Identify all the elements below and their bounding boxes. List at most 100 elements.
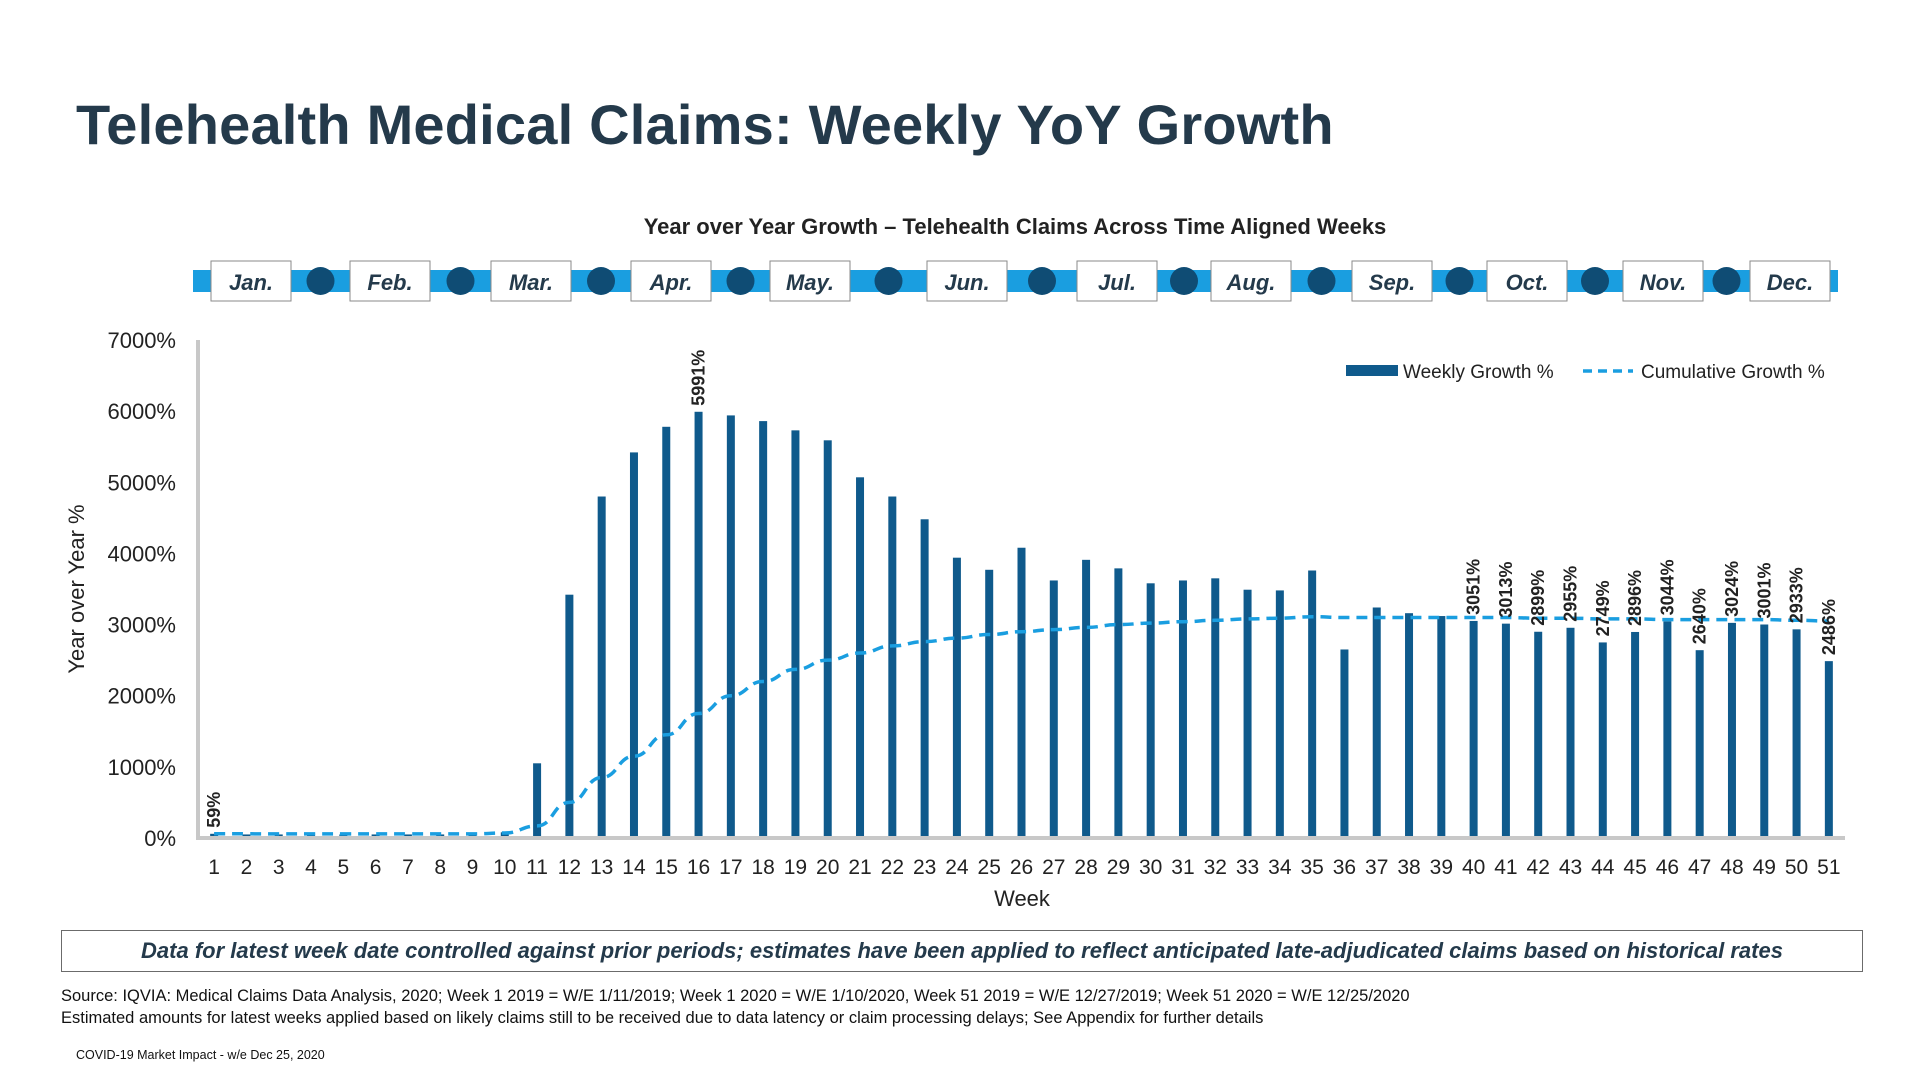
x-tick-label: 10: [493, 856, 516, 879]
bar-week-15: [662, 426, 671, 838]
bar-week-31: [1178, 580, 1187, 838]
x-tick-label: 5: [337, 856, 349, 879]
x-tick-label: 16: [687, 856, 710, 879]
month-label-6: Jun.: [944, 270, 989, 295]
x-tick-label: 19: [784, 856, 807, 879]
month-box-2: [349, 260, 431, 302]
month-label-8: Aug.: [1226, 270, 1276, 295]
bar-week-12: [565, 594, 574, 838]
bar-week-22: [888, 496, 897, 838]
data-label-week-44: 2749%: [1593, 580, 1613, 636]
bar-week-23: [920, 519, 929, 838]
legend-weekly-swatch: [1346, 365, 1398, 376]
timeline-dot-icon: [1712, 267, 1741, 295]
timeline-dot-icon: [874, 267, 903, 295]
x-tick-label: 41: [1494, 856, 1517, 879]
y-tick-label: 1000%: [107, 755, 176, 780]
bar-week-47: [1695, 650, 1704, 838]
bar-week-51: [1824, 661, 1833, 838]
x-tick-label: 2: [241, 856, 253, 879]
data-note-text: Data for latest week date controlled aga…: [141, 938, 1783, 963]
y-tick-label: 2000%: [107, 684, 176, 709]
month-box-6: [926, 260, 1008, 302]
data-label-week-45: 2896%: [1625, 570, 1645, 626]
x-tick-label: 33: [1236, 856, 1259, 879]
bar-week-1: [210, 833, 219, 838]
timeline-dot-icon: [446, 267, 475, 295]
bar-week-48: [1727, 622, 1736, 838]
bar-week-11: [533, 763, 542, 838]
x-tick-label: 3: [273, 856, 285, 879]
x-tick-label: 26: [1010, 856, 1033, 879]
x-tick-label: 6: [370, 856, 382, 879]
x-tick-label: 37: [1365, 856, 1388, 879]
x-tick-label: 29: [1107, 856, 1130, 879]
legend-weekly-label: Weekly Growth %: [1403, 362, 1554, 383]
bar-week-43: [1566, 627, 1575, 838]
bar-week-34: [1275, 590, 1284, 838]
x-tick-label: 23: [913, 856, 936, 879]
bar-week-50: [1792, 629, 1801, 838]
bar-week-24: [952, 557, 961, 838]
x-tick-label: 38: [1397, 856, 1420, 879]
bar-week-46: [1663, 621, 1672, 838]
bar-week-40: [1469, 620, 1478, 838]
page-title: Telehealth Medical Claims: Weekly YoY Gr…: [76, 93, 1334, 156]
x-tick-label: 25: [978, 856, 1001, 879]
bar-week-32: [1211, 578, 1220, 838]
footer-text: COVID-19 Market Impact - w/e Dec 25, 202…: [76, 1048, 325, 1062]
bar-week-16: [694, 411, 703, 838]
bar-week-18: [759, 421, 768, 838]
x-tick-label: 51: [1817, 856, 1840, 879]
x-tick-label: 45: [1623, 856, 1646, 879]
month-label-2: Feb.: [367, 270, 412, 295]
x-tick-label: 15: [655, 856, 678, 879]
month-box-5: [769, 260, 851, 302]
x-tick-label: 47: [1688, 856, 1711, 879]
x-tick-label: 12: [558, 856, 581, 879]
x-tick-label: 4: [305, 856, 317, 879]
x-tick-label: 1: [208, 856, 220, 879]
data-label-week-47: 2640%: [1690, 588, 1710, 644]
chart-title: Year over Year Growth – Telehealth Claim…: [644, 214, 1387, 239]
x-tick-label: 49: [1753, 856, 1776, 879]
bar-week-20: [823, 440, 832, 838]
month-label-10: Oct.: [1506, 270, 1549, 295]
timeline-dot-icon: [1307, 267, 1336, 295]
x-tick-label: 7: [402, 856, 414, 879]
timeline-dot-icon: [587, 267, 615, 295]
month-box-12: [1749, 260, 1831, 302]
month-label-5: May.: [786, 270, 834, 295]
bar-week-29: [1114, 568, 1123, 838]
bar-week-30: [1146, 583, 1155, 838]
x-tick-label: 8: [434, 856, 446, 879]
x-tick-label: 14: [622, 856, 646, 879]
month-box-3: [490, 260, 572, 302]
x-tick-label: 20: [816, 856, 839, 879]
month-box-7: [1076, 260, 1158, 302]
month-box-8: [1210, 260, 1292, 302]
month-label-4: Apr.: [649, 270, 693, 295]
y-tick-label: 5000%: [107, 470, 176, 495]
y-tick-label: 0%: [144, 826, 176, 851]
x-tick-label: 35: [1300, 856, 1323, 879]
timeline-dot-icon: [1581, 267, 1609, 295]
x-tick-label: 21: [848, 856, 871, 879]
month-label-9: Sep.: [1369, 270, 1415, 295]
month-label-11: Nov.: [1640, 270, 1686, 295]
x-tick-label: 42: [1527, 856, 1550, 879]
bar-week-39: [1437, 616, 1446, 838]
data-label-week-46: 3044%: [1657, 559, 1677, 615]
x-tick-label: 18: [751, 856, 774, 879]
x-tick-label: 17: [719, 856, 742, 879]
timeline-dot-icon: [306, 267, 335, 295]
x-tick-label: 44: [1591, 856, 1615, 879]
y-tick-label: 4000%: [107, 541, 176, 566]
timeline-dot-icon: [1445, 267, 1474, 295]
source-line-1: Source: IQVIA: Medical Claims Data Analy…: [61, 987, 1410, 1005]
data-label-week-50: 2933%: [1787, 567, 1807, 623]
bar-week-33: [1243, 589, 1252, 838]
source-line-2: Estimated amounts for latest weeks appli…: [61, 1009, 1264, 1027]
timeline-dot-icon: [726, 267, 755, 295]
month-box-11: [1622, 260, 1704, 302]
